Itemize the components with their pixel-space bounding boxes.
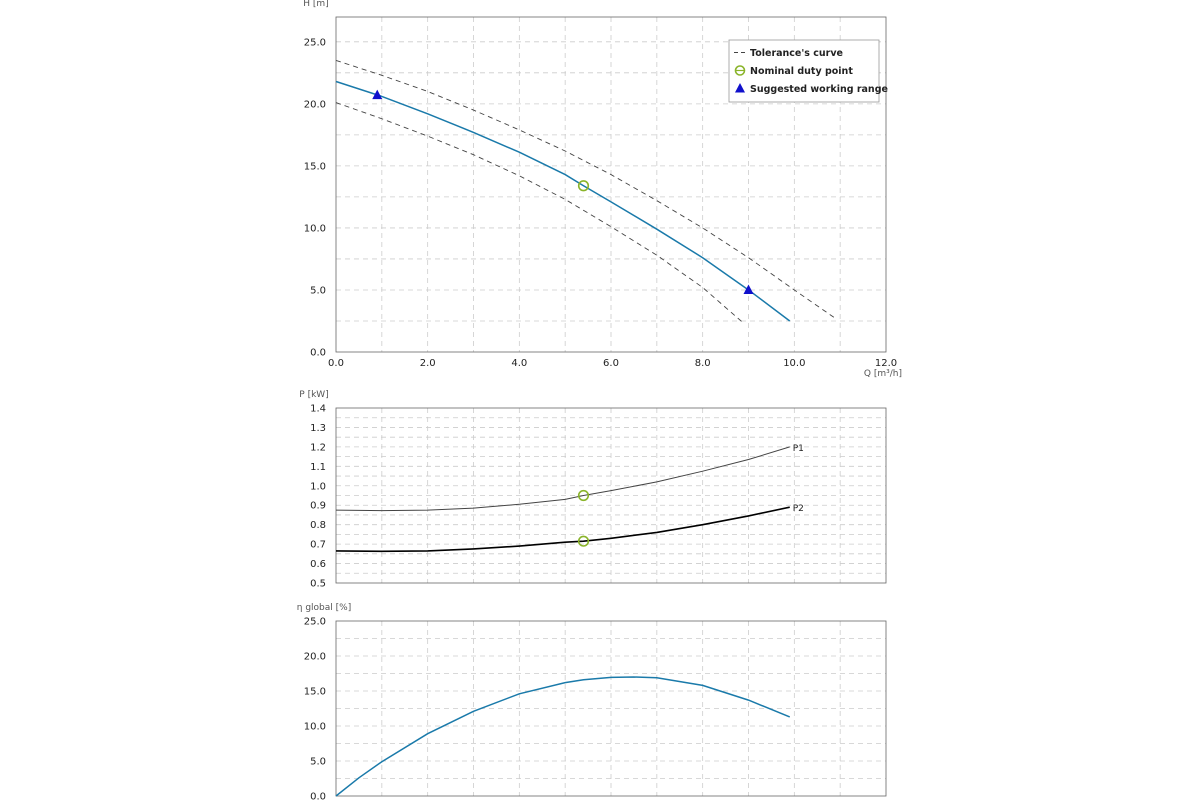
y-tick-label: 1.1: [310, 462, 326, 473]
y-tick-label: 0.6: [310, 559, 326, 570]
p1-curve-label: P1: [793, 444, 804, 454]
x-tick-label: 4.0: [511, 358, 527, 369]
y-tick-label: 10.0: [304, 722, 326, 733]
duty-point-marker: [577, 180, 590, 192]
y-tick-label: 5.0: [310, 285, 326, 296]
legend-triangle-marker: [735, 83, 745, 93]
y-tick-label: 1.3: [310, 423, 326, 434]
y-tick-label: 0.5: [310, 579, 326, 590]
y-axis-title: P [kW]: [299, 390, 328, 400]
plot-frame: [335, 407, 887, 584]
efficiency-curve-line: [335, 676, 791, 797]
x-tick-label: 12.0: [875, 358, 897, 369]
y-tick-label: 1.4: [310, 404, 326, 415]
power-chart: 0.5 0.6 0.7 0.8 0.9 1.0 1.1 1.2 1.3 1.4 P [kW] P1 P2: [299, 390, 887, 590]
y-tick-label: 20.0: [304, 99, 326, 110]
y-tick-label: 0.8: [310, 520, 326, 531]
y-tick-label: 25.0: [304, 617, 326, 628]
p2-curve-line: [335, 506, 790, 553]
y-axis-title: H [m]: [303, 0, 328, 9]
duty-point-marker: [577, 535, 590, 547]
y-axis-title: η global [%]: [297, 603, 351, 613]
duty-point-marker: [577, 489, 590, 502]
legend-label: Nominal duty point: [750, 66, 853, 77]
p1-curve-line: [335, 446, 790, 512]
y-tick-label: 25.0: [304, 37, 326, 48]
tolerance-curve-line: [335, 102, 745, 324]
y-tick-label: 15.0: [304, 161, 326, 172]
legend-label: Suggested working range: [750, 84, 888, 95]
y-tick-label: 10.0: [304, 223, 326, 234]
y-tick-label: 20.0: [304, 652, 326, 663]
y-tick-label: 0.0: [310, 348, 326, 359]
head-chart: 0.0 5.0 10.0 15.0 20.0 25.0 H [m] 0.0 2.0 4.0 6.0 8…: [303, 0, 902, 379]
y-tick-label: 5.0: [310, 757, 326, 768]
y-tick-label: 1.2: [310, 442, 326, 453]
y-tick-label: 0.0: [310, 792, 326, 801]
plot-frame: [335, 620, 887, 797]
legend-label: Tolerance's curve: [750, 48, 843, 59]
x-tick-label: 0.0: [328, 358, 344, 369]
p2-curve-label: P2: [793, 504, 804, 514]
legend-box: [728, 39, 880, 103]
x-tick-label: 2.0: [420, 358, 436, 369]
x-axis-title: Q [m³/h]: [864, 369, 902, 379]
head-curve-line: [335, 80, 791, 322]
tolerance-curve-line: [335, 60, 836, 319]
plot-frame: [335, 16, 887, 353]
y-tick-label: 15.0: [304, 687, 326, 698]
x-tick-label: 6.0: [603, 358, 619, 369]
y-tick-label: 1.0: [310, 481, 326, 492]
y-tick-label: 0.7: [310, 540, 326, 551]
working-range-marker: [372, 89, 383, 100]
working-range-marker: [743, 284, 754, 294]
x-tick-label: 10.0: [783, 358, 805, 369]
y-tick-label: 0.9: [310, 501, 326, 512]
x-tick-label: 8.0: [695, 358, 711, 369]
efficiency-chart: 0.0 5.0 10.0 15.0 20.0 25.0 η global [%]: [297, 603, 887, 803]
